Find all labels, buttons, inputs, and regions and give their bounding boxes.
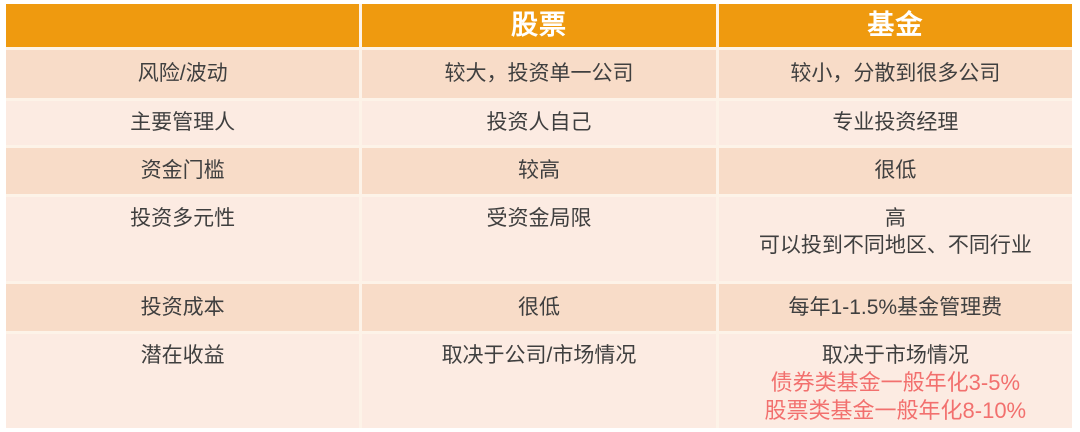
- return-fund-line1: 取决于市场情况: [821, 344, 969, 367]
- cell-threshold-stock: 较高: [362, 148, 716, 194]
- return-fund-bond-note: 债券类基金一般年化3-5%: [770, 370, 1020, 396]
- row-label-return: 潜在收益: [6, 334, 360, 428]
- row-label-threshold: 资金门槛: [6, 148, 360, 194]
- cell-return-fund: 取决于市场情况 债券类基金一般年化3-5% 股票类基金一般年化8-10%: [718, 334, 1072, 428]
- diversity-fund-line2: 可以投到不同地区、不同行业: [758, 234, 1032, 258]
- row-label-cost: 投资成本: [6, 284, 360, 331]
- cell-diversity-stock: 受资金局限: [362, 197, 716, 281]
- cell-return-stock: 取决于公司/市场情况: [362, 334, 716, 428]
- stock-vs-fund-table: 股票 基金 风险/波动 较大，投资单一公司 较小，分散到很多公司 主要管理人 投…: [6, 4, 1072, 428]
- cell-cost-stock: 很低: [362, 284, 716, 331]
- cell-threshold-fund: 很低: [718, 148, 1072, 194]
- row-label-diversity: 投资多元性: [6, 197, 360, 281]
- diversity-fund-line1: 高: [884, 207, 906, 230]
- cell-manager-stock: 投资人自己: [362, 101, 716, 145]
- row-label-manager: 主要管理人: [6, 101, 360, 145]
- cell-risk-fund: 较小，分散到很多公司: [718, 50, 1072, 98]
- cell-diversity-fund: 高 可以投到不同地区、不同行业: [718, 197, 1072, 281]
- cell-cost-fund: 每年1-1.5%基金管理费: [718, 284, 1072, 331]
- header-cell-blank: [6, 4, 360, 47]
- header-cell-fund: 基金: [718, 4, 1072, 47]
- return-fund-stock-note: 股票类基金一般年化8-10%: [764, 397, 1027, 423]
- row-label-risk: 风险/波动: [6, 50, 360, 98]
- header-cell-stock: 股票: [362, 4, 716, 47]
- cell-manager-fund: 专业投资经理: [718, 101, 1072, 145]
- cell-risk-stock: 较大，投资单一公司: [362, 50, 716, 98]
